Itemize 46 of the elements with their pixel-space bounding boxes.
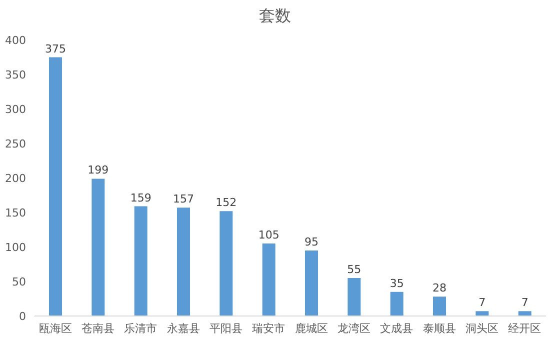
bar xyxy=(476,311,489,316)
x-tick-label: 泰顺县 xyxy=(422,322,456,335)
bar xyxy=(348,278,361,316)
x-tick-label: 平阳县 xyxy=(210,322,242,335)
x-tick-label: 瓯海区 xyxy=(38,322,72,335)
y-tick-label: 200 xyxy=(5,172,26,185)
data-label: 35 xyxy=(390,276,404,290)
y-tick-label: 0 xyxy=(19,310,26,323)
x-tick-label: 苍南县 xyxy=(82,322,114,335)
y-tick-label: 250 xyxy=(5,137,26,150)
bar xyxy=(390,292,404,316)
x-tick-label: 永嘉县 xyxy=(166,322,200,335)
x-tick-label: 经开区 xyxy=(508,322,542,335)
data-label: 105 xyxy=(258,228,280,242)
bar xyxy=(433,296,446,316)
data-label: 28 xyxy=(432,282,446,295)
bar xyxy=(134,206,148,316)
data-label: 55 xyxy=(347,263,362,276)
data-label: 157 xyxy=(173,192,194,206)
x-tick-label: 洞头区 xyxy=(466,322,498,335)
bar xyxy=(262,244,276,316)
bar xyxy=(518,311,532,316)
bar xyxy=(305,250,318,316)
y-tick-label: 400 xyxy=(5,34,26,47)
x-tick-label: 文成县 xyxy=(380,322,414,335)
y-tick-label: 50 xyxy=(12,275,26,288)
bar xyxy=(220,211,233,316)
x-tick-label: 瑞安市 xyxy=(252,322,286,335)
y-tick-label: 300 xyxy=(5,102,26,116)
data-label: 7 xyxy=(478,296,486,310)
data-label: 199 xyxy=(88,164,109,177)
y-tick-label: 150 xyxy=(5,206,26,220)
data-label: 152 xyxy=(216,196,237,210)
data-label: 159 xyxy=(130,191,152,204)
chart-title: 套数 xyxy=(258,6,292,27)
data-label: 95 xyxy=(304,235,318,248)
x-tick-label: 鹿城区 xyxy=(294,322,328,335)
y-tick-label: 350 xyxy=(5,68,26,82)
data-label: 7 xyxy=(521,296,528,310)
x-tick-label: 乐清市 xyxy=(124,322,158,335)
bar xyxy=(49,57,62,316)
y-tick-label: 100 xyxy=(5,240,26,254)
bar xyxy=(177,208,190,316)
bar xyxy=(92,178,105,316)
data-label: 375 xyxy=(45,42,66,56)
x-tick-label: 龙湾区 xyxy=(338,322,370,335)
